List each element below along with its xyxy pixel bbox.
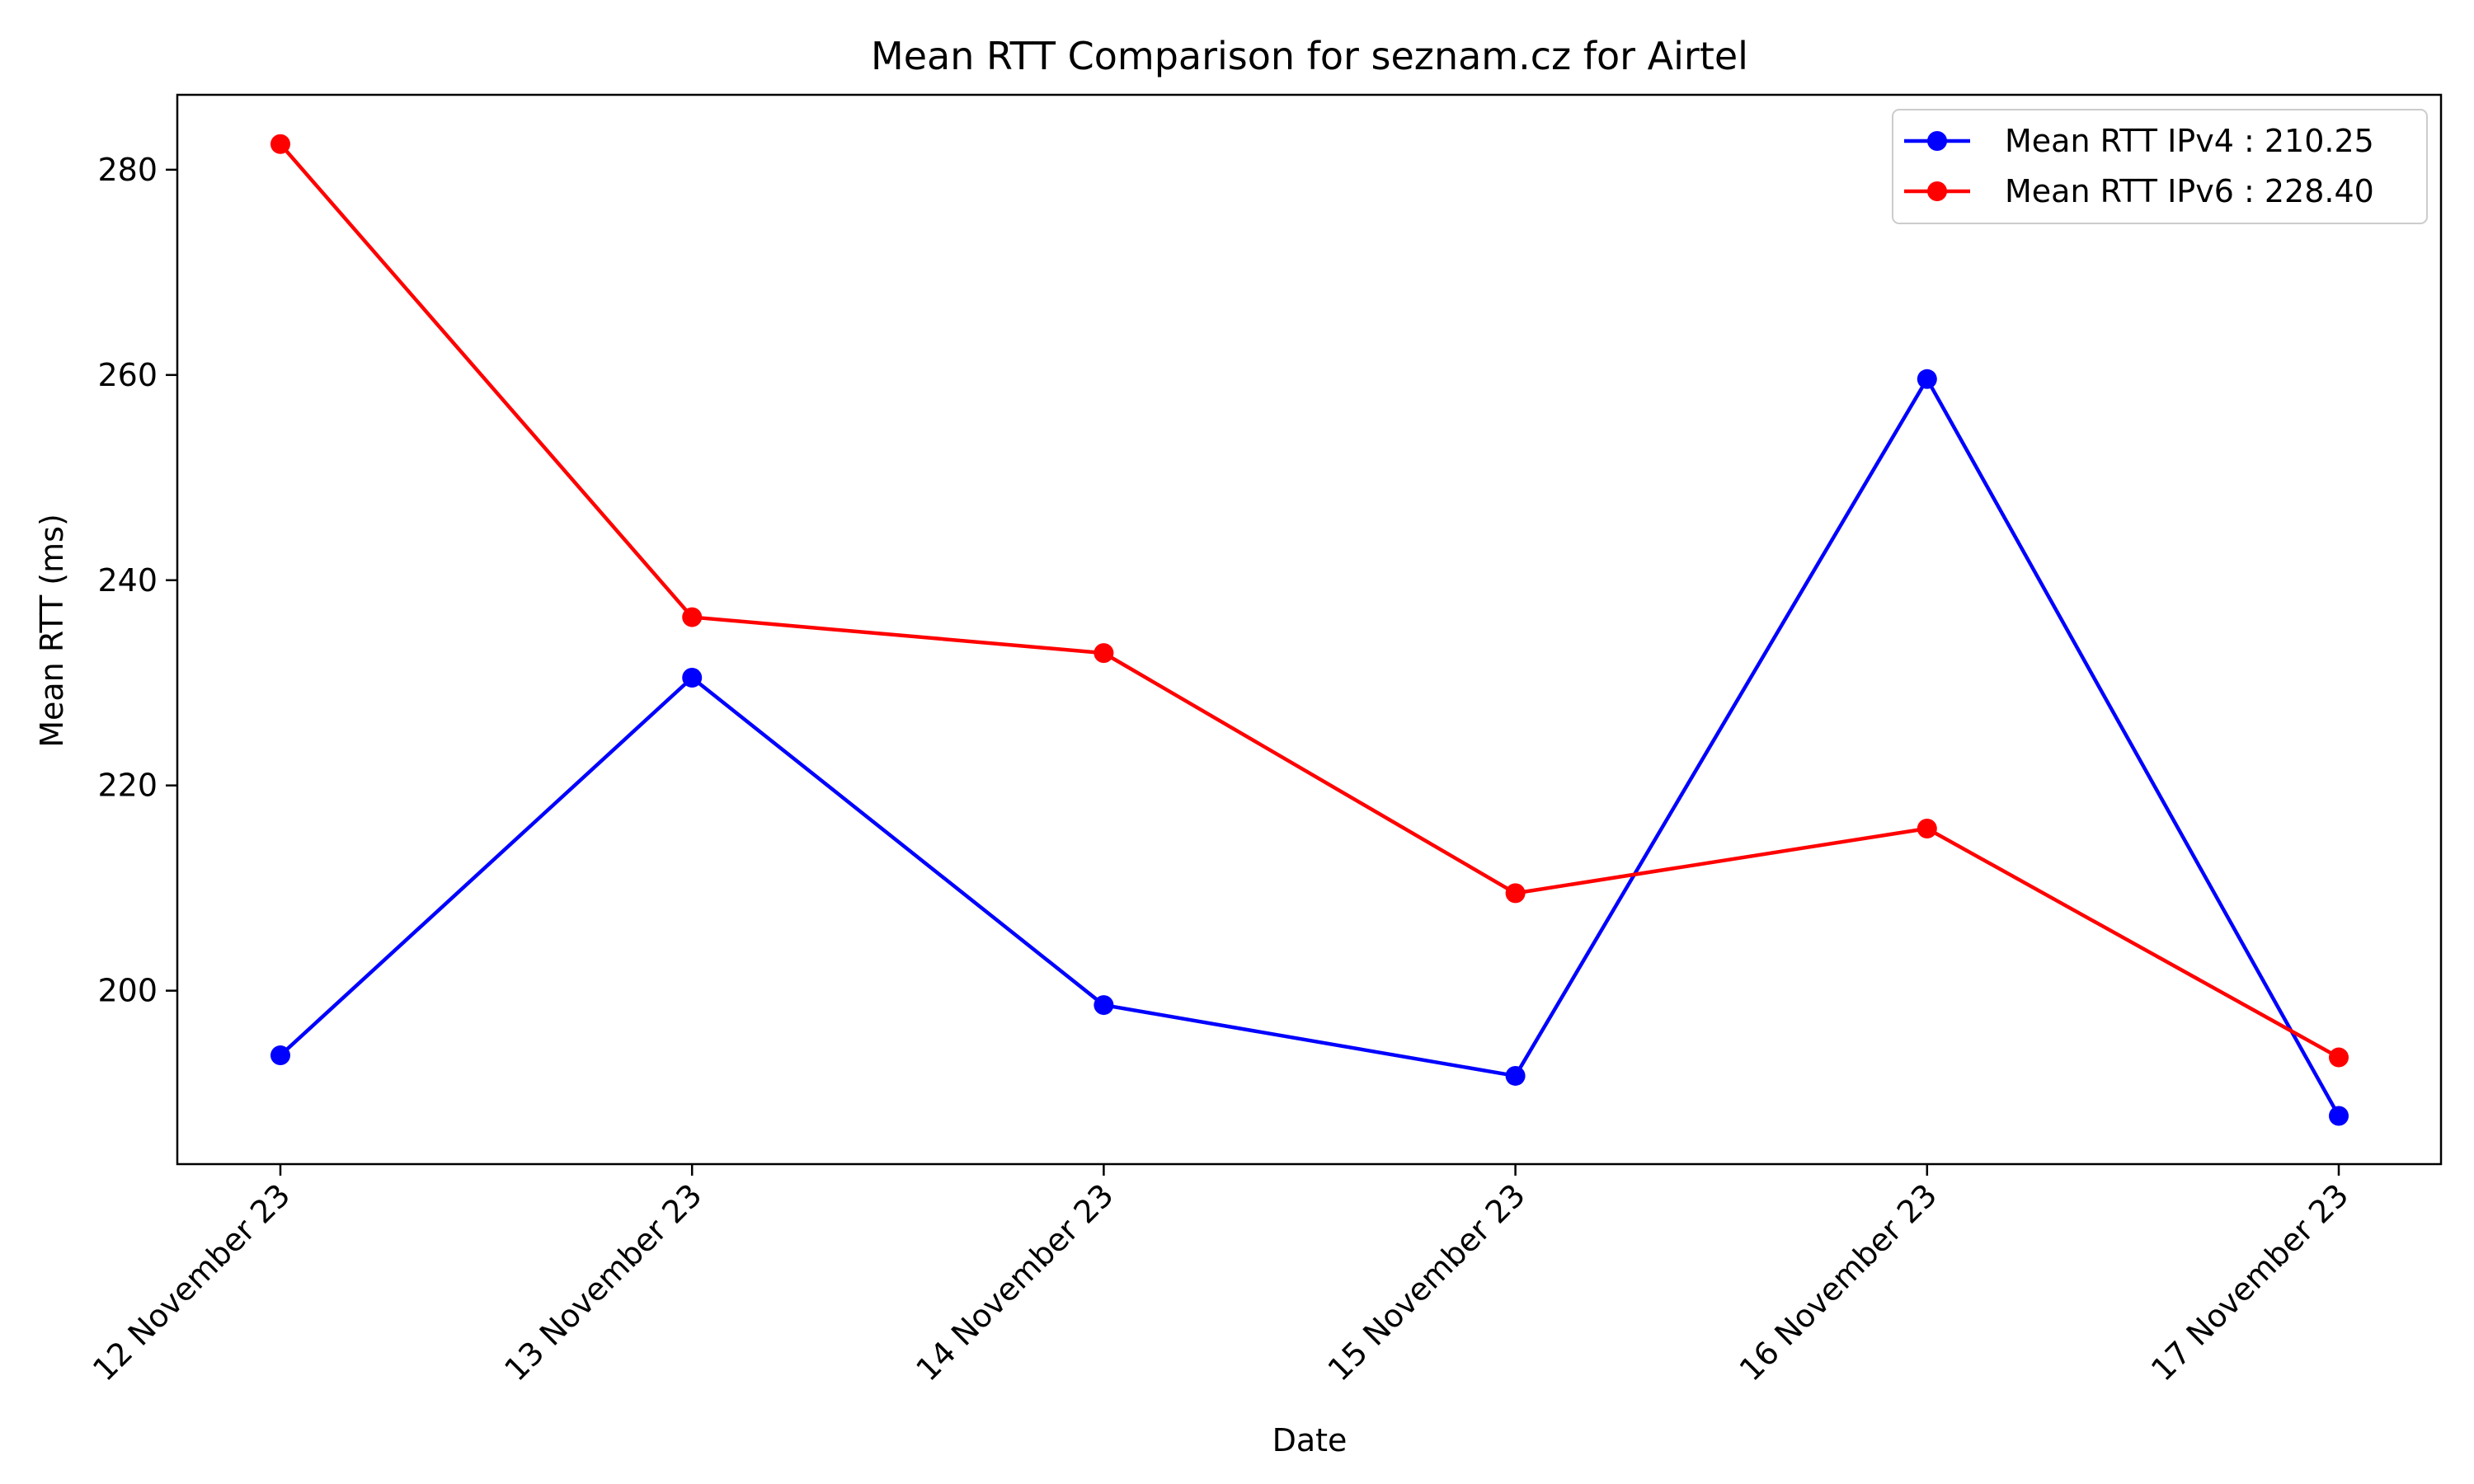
y-axis-label: Mean RTT (ms) [34, 514, 70, 748]
series-line [279, 143, 2340, 1059]
legend-swatch-marker [1927, 131, 1947, 151]
y-tick-label: 260 [97, 357, 158, 393]
series-ipv6 [270, 134, 2349, 1068]
series-layer [270, 134, 2349, 1126]
data-point [1094, 995, 1114, 1016]
y-tick-label: 200 [97, 973, 158, 1009]
data-point [2329, 1106, 2349, 1126]
chart-title: Mean RTT Comparison for seznam.cz for Ai… [871, 34, 1748, 78]
data-point [1505, 883, 1526, 904]
y-tick-label: 280 [97, 152, 158, 188]
legend-item: Mean RTT IPv4 : 210.25 [1904, 123, 2374, 159]
y-tick-label: 240 [97, 562, 158, 599]
data-point [270, 1045, 290, 1066]
x-axis-label: Date [1272, 1422, 1348, 1458]
data-point [682, 668, 703, 688]
plot-frame [176, 93, 2443, 1166]
legend-item: Mean RTT IPv6 : 228.40 [1904, 173, 2374, 209]
legend-swatch-marker [1927, 181, 1947, 201]
legend-label: Mean RTT IPv6 : 228.40 [2005, 173, 2374, 209]
data-point [1094, 643, 1114, 664]
data-point [1917, 818, 1937, 838]
legend: Mean RTT IPv4 : 210.25 Mean RTT IPv6 : 22… [1892, 109, 2428, 224]
y-axis: 200 220 240 260 280 [97, 152, 177, 1009]
data-point [1917, 369, 1937, 389]
y-tick-label: 220 [97, 768, 158, 804]
legend-label: Mean RTT IPv4 : 210.25 [2005, 123, 2374, 159]
plot-area [176, 93, 2443, 1166]
data-point [270, 134, 290, 154]
legend-box [1892, 109, 2428, 224]
data-point [2329, 1047, 2349, 1068]
series-ipv4 [270, 369, 2349, 1126]
series-line [279, 377, 2340, 1117]
data-point [682, 607, 703, 627]
data-point [1505, 1065, 1526, 1086]
